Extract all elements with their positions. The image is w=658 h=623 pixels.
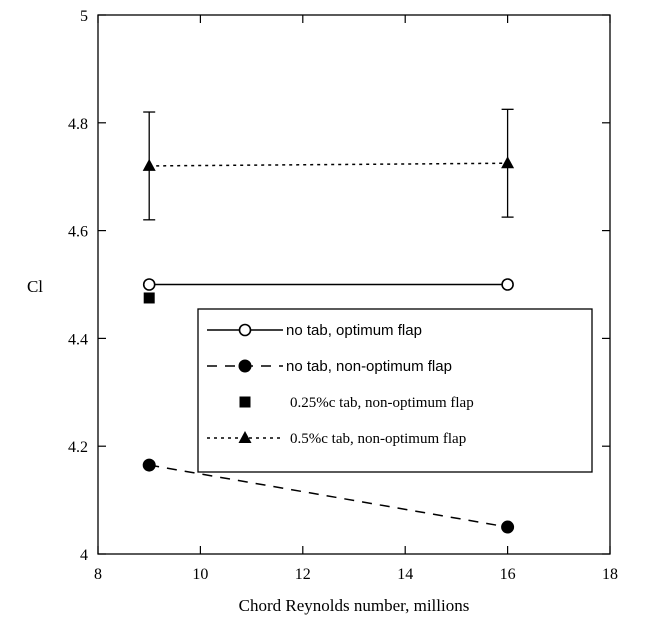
x-axis-title: Chord Reynolds number, millions [239,596,470,615]
legend-box [197,308,593,473]
data-point [142,458,156,472]
legend-marker [239,396,251,408]
legend-marker [238,323,252,337]
y-tick-label: 4.2 [68,439,88,456]
data-point [501,156,515,169]
legend-entry: 0.25%c tab, non-optimum flap [290,395,474,411]
series-line-3 [149,162,508,167]
legend-entry: no tab, non-optimum flap [286,358,452,375]
x-tick-label: 18 [602,566,618,583]
legend-marker [238,431,252,443]
legend-marker [238,359,252,373]
y-axis-title: Cl [27,277,43,296]
data-point [142,278,156,291]
y-tick-label: 5 [80,8,88,25]
legend-entry: 0.5%c tab, non-optimum flap [290,431,466,447]
y-tick-label: 4.8 [68,116,88,133]
data-point [501,520,515,534]
x-tick-label: 8 [94,566,102,583]
data-point [142,158,156,171]
legend-entry: no tab, optimum flap [286,322,422,339]
data-point [501,278,514,291]
y-tick-label: 4.6 [68,224,88,241]
x-tick-label: 12 [295,566,311,583]
plot-frame [97,14,611,555]
y-tick-label: 4.4 [68,331,88,348]
x-tick-label: 16 [500,566,516,583]
series-line-1 [149,464,508,528]
x-tick-label: 14 [397,566,413,583]
y-tick-label: 4 [80,547,88,564]
data-point [143,292,155,304]
x-tick-label: 10 [192,566,208,583]
